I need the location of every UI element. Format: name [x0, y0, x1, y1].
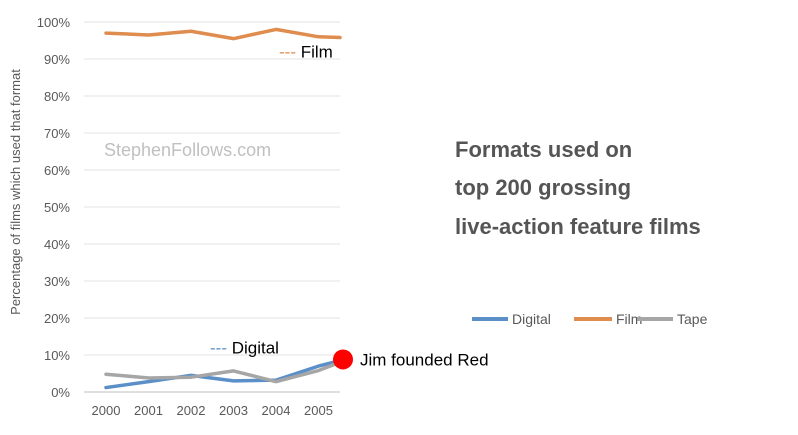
- series-line-tape: [104, 360, 342, 384]
- x-tick-label: 2002: [177, 403, 206, 418]
- watermark-text: StephenFollows.com: [104, 140, 271, 160]
- y-tick-labels: 0% 10% 20% 30% 40% 50% 60% 70% 80% 90% 100%: [37, 15, 71, 400]
- chart-title: Formats used on top 200 grossing live-ac…: [455, 137, 701, 239]
- y-tick-label: 40%: [44, 237, 70, 252]
- legend: Digital Film Tape: [472, 311, 708, 327]
- title-line-2: top 200 grossing: [455, 175, 631, 200]
- y-tick-label: 90%: [44, 52, 70, 67]
- line-label: --- Film: [279, 43, 333, 62]
- y-tick-label: 60%: [44, 163, 70, 178]
- annotation: Jim founded Red: [333, 349, 489, 370]
- title-line-1: Formats used on: [455, 137, 632, 162]
- annotation-marker: [333, 349, 353, 370]
- line-label: --- Digital: [210, 339, 279, 358]
- legend-label-digital: Digital: [512, 311, 551, 327]
- y-tick-label: 50%: [44, 200, 70, 215]
- line-labels: --- Film --- Digital: [210, 43, 333, 358]
- gridlines: [84, 21, 340, 393]
- series-line-digital: [104, 358, 342, 390]
- y-tick-label: 80%: [44, 89, 70, 104]
- legend-label-tape: Tape: [677, 311, 708, 327]
- title-line-3: live-action feature films: [455, 214, 701, 239]
- x-tick-label: 2001: [134, 403, 163, 418]
- y-tick-label: 30%: [44, 274, 70, 289]
- series-line-film: [104, 27, 342, 41]
- y-tick-label: 20%: [44, 311, 70, 326]
- series-lines: [104, 27, 342, 390]
- x-tick-label: 2000: [92, 403, 121, 418]
- x-tick-labels: 2000 2001 2002 2003 2004 2005: [92, 403, 333, 418]
- y-tick-label: 0%: [51, 385, 70, 400]
- y-tick-label: 70%: [44, 126, 70, 141]
- y-axis-label: Percentage of films which used that form…: [8, 69, 23, 315]
- y-tick-label: 100%: [37, 15, 71, 30]
- legend-label-film: Film: [616, 311, 642, 327]
- x-tick-label: 2005: [304, 403, 333, 418]
- annotation-text: Jim founded Red: [360, 350, 489, 369]
- x-tick-label: 2003: [219, 403, 248, 418]
- y-tick-label: 10%: [44, 348, 70, 363]
- x-tick-label: 2004: [262, 403, 291, 418]
